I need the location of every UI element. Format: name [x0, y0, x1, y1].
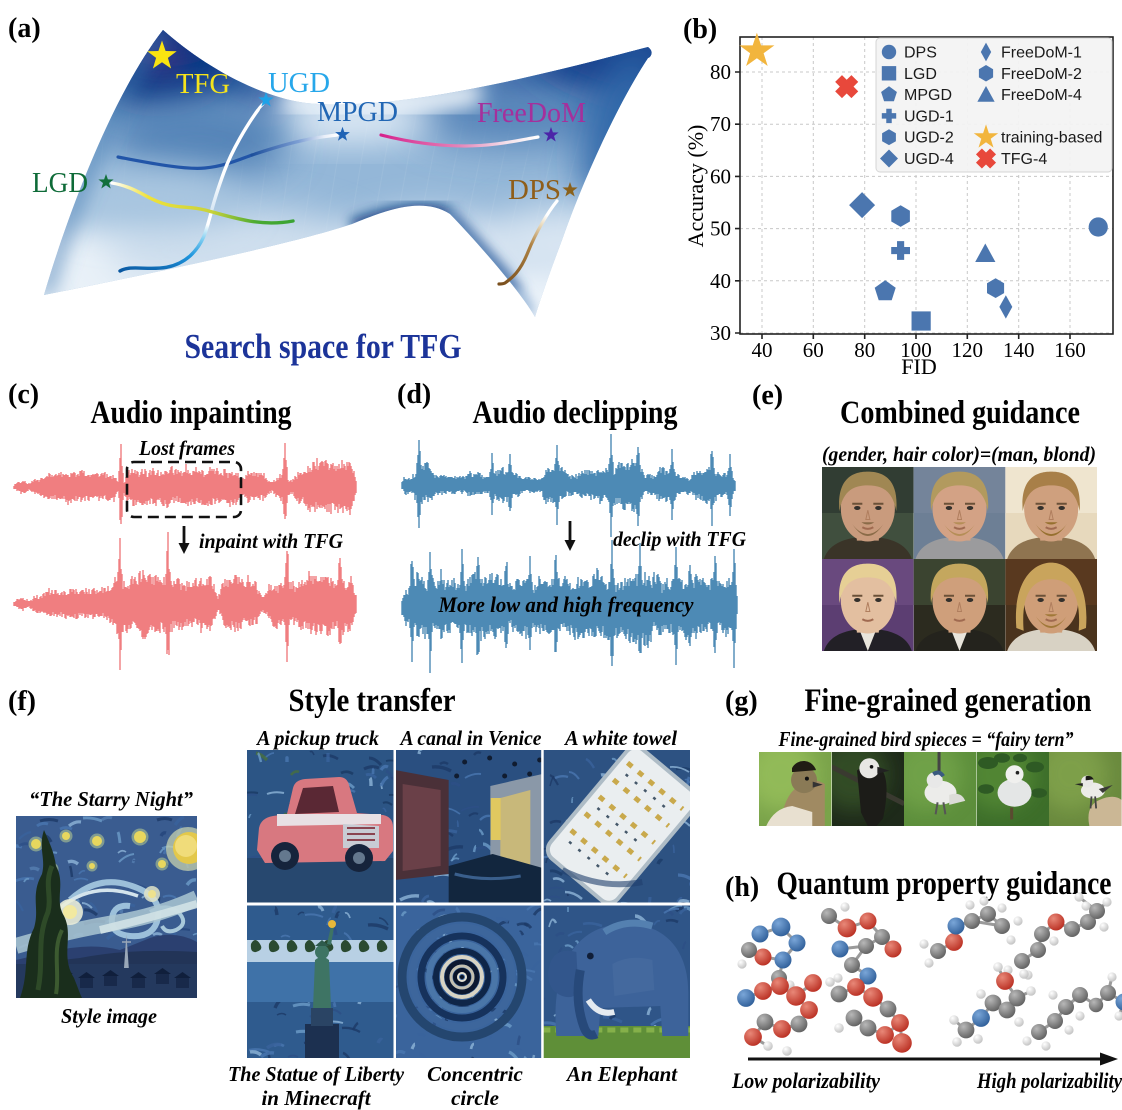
svg-text:Style image: Style image	[61, 1004, 157, 1028]
svg-text:(gender, hair color)=(man, blo: (gender, hair color)=(man, blond)	[822, 442, 1096, 466]
svg-text:80: 80	[710, 60, 731, 84]
svg-text:50: 50	[710, 217, 731, 241]
svg-text:40: 40	[710, 269, 731, 293]
svg-text:FreeDoM-4: FreeDoM-4	[1001, 87, 1082, 104]
svg-text:FreeDoM-2: FreeDoM-2	[1001, 66, 1082, 83]
svg-text:UGD-1: UGD-1	[904, 108, 954, 125]
svg-text:80: 80	[854, 338, 875, 362]
svg-text:FreeDoM-1: FreeDoM-1	[1001, 45, 1082, 62]
svg-text:100: 100	[900, 338, 932, 362]
svg-text:(e): (e)	[752, 380, 783, 411]
svg-text:(f): (f)	[8, 686, 36, 717]
svg-text:(g): (g)	[725, 686, 758, 717]
svg-text:training-based: training-based	[1001, 130, 1102, 147]
svg-text:Audio inpainting: Audio inpainting	[91, 395, 292, 431]
svg-text:Fine-grained bird spieces = “f: Fine-grained bird spieces = “fairy tern”	[778, 727, 1074, 751]
svg-text:“The Starry Night”: “The Starry Night”	[29, 787, 193, 811]
svg-text:A canal in Venice: A canal in Venice	[399, 726, 542, 750]
svg-text:Accuracy (%): Accuracy (%)	[683, 125, 708, 248]
svg-text:30: 30	[710, 321, 731, 345]
svg-text:(h): (h)	[725, 872, 759, 903]
svg-text:High polarizability: High polarizability	[976, 1068, 1122, 1093]
svg-text:UGD-4: UGD-4	[904, 151, 954, 168]
svg-text:70: 70	[710, 112, 731, 136]
svg-text:Quantum property guidance: Quantum property guidance	[777, 866, 1112, 902]
svg-text:60: 60	[803, 338, 824, 362]
svg-text:Low polarizability: Low polarizability	[731, 1068, 880, 1093]
svg-text:160: 160	[1054, 338, 1086, 362]
svg-text:TFG: TFG	[176, 68, 230, 100]
svg-text:Style transfer: Style transfer	[289, 683, 456, 719]
svg-text:A white towel: A white towel	[563, 726, 677, 750]
svg-text:More low and high frequency: More low and high frequency	[438, 592, 694, 617]
svg-text:declip with TFG: declip with TFG	[613, 527, 746, 551]
svg-text:(a): (a)	[8, 13, 41, 44]
svg-text:MPGD: MPGD	[904, 87, 952, 104]
svg-text:Combined guidance: Combined guidance	[840, 395, 1080, 431]
svg-text:Fine-grained generation: Fine-grained generation	[805, 683, 1092, 719]
svg-text:DPS: DPS	[904, 45, 937, 62]
svg-text:An Elephant: An Elephant	[565, 1062, 678, 1086]
svg-text:140: 140	[1003, 338, 1035, 362]
svg-text:TFG-4: TFG-4	[1001, 151, 1047, 168]
svg-text:(b): (b)	[683, 14, 717, 45]
svg-text:120: 120	[952, 338, 984, 362]
svg-text:Lost frames: Lost frames	[138, 436, 235, 460]
svg-text:FID: FID	[901, 354, 936, 379]
svg-text:UGD-2: UGD-2	[904, 130, 954, 147]
svg-text:DPS: DPS	[508, 174, 561, 206]
svg-text:A pickup truck: A pickup truck	[255, 726, 379, 750]
svg-text:(d): (d)	[397, 379, 431, 410]
svg-text:UGD: UGD	[268, 67, 330, 99]
svg-text:inpaint with TFG: inpaint with TFG	[199, 529, 343, 553]
svg-text:LGD: LGD	[904, 66, 937, 83]
svg-text:MPGD: MPGD	[317, 96, 398, 128]
svg-text:FreeDoM: FreeDoM	[477, 97, 586, 129]
svg-text:Audio declipping: Audio declipping	[473, 395, 678, 431]
svg-text:LGD: LGD	[32, 167, 88, 199]
svg-text:40: 40	[752, 338, 773, 362]
svg-text:The Statue of Liberty: The Statue of Liberty	[228, 1062, 405, 1086]
svg-text:Search space for TFG: Search space for TFG	[185, 327, 462, 366]
svg-text:circle: circle	[451, 1086, 499, 1110]
svg-text:60: 60	[710, 164, 731, 188]
svg-text:(c): (c)	[8, 379, 39, 410]
svg-text:Concentric: Concentric	[427, 1062, 523, 1086]
svg-text:in Minecraft: in Minecraft	[261, 1086, 371, 1110]
